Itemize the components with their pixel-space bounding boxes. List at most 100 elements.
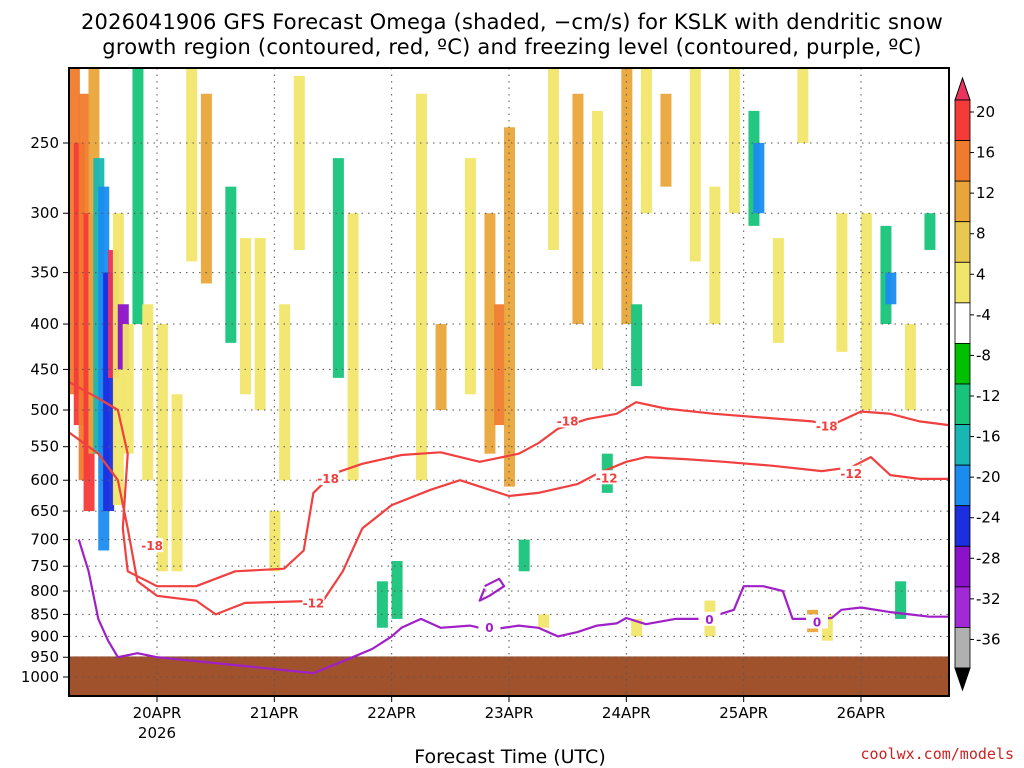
omega-cell (728, 68, 740, 214)
omega-cell (186, 68, 198, 262)
omega-cell (836, 213, 848, 352)
chart-title-line-1: 2026041906 GFS Forecast Omega (shaded, −… (80, 10, 944, 34)
omega-cell (548, 68, 559, 250)
colorbar-swatch (954, 383, 971, 425)
dgz-contour (69, 431, 949, 616)
colorbar-label: -20 (976, 468, 1001, 486)
freezing-level-contour-label-bg (806, 614, 828, 629)
x-tick-label: 23APR (485, 704, 534, 722)
colorbar-label: -32 (976, 590, 1001, 608)
x-tick-label: 20APR (133, 704, 182, 722)
x-tick-label: 25APR (719, 704, 768, 722)
omega-cell (240, 238, 251, 395)
site-credit: coolwx.com/models (860, 745, 1014, 763)
omega-cell (142, 304, 154, 481)
omega-cell (660, 93, 672, 187)
y-tick-label: 900 (30, 627, 59, 645)
omega-cell (347, 213, 359, 481)
omega-cell (464, 158, 476, 395)
y-tick-label: 750 (30, 557, 59, 575)
omega-cell (376, 581, 388, 628)
colorbar-label: 16 (976, 144, 995, 162)
omega-cell (631, 618, 643, 637)
y-tick-label: 950 (30, 648, 59, 666)
colorbar-label: -16 (976, 428, 1001, 446)
omega-cell (132, 68, 144, 325)
dgz-contour-label-bg (317, 470, 340, 485)
freezing-level-contour-label: 0 (705, 613, 713, 627)
colorbar-swatch (954, 302, 971, 344)
dgz-contour-label-bg (840, 465, 863, 480)
colorbar-swatch (954, 545, 971, 588)
omega-cell (293, 75, 305, 250)
omega-cell (279, 304, 291, 481)
omega-cell (416, 93, 427, 481)
x-axis-label: Forecast Time (UTC) (414, 746, 606, 768)
dgz-contour-label: -12 (303, 596, 325, 610)
freezing-level-contour-label: 0 (813, 615, 821, 629)
omega-cell (904, 324, 916, 410)
y-tick-label: 400 (30, 315, 59, 333)
chart-title-line-2: growth region (contoured, red, ºC) and f… (102, 35, 922, 59)
colorbar-label: -28 (976, 549, 1001, 567)
dgz-contour-label-bg (815, 418, 838, 433)
omega-cell (494, 304, 506, 426)
omega-cell (753, 143, 765, 214)
colorbar-swatch (954, 221, 971, 263)
y-tick-label: 250 (30, 134, 59, 152)
colorbar-label: 20 (976, 103, 995, 121)
omega-cell (332, 158, 344, 378)
y-tick-label: 600 (30, 471, 59, 489)
y-tick-label: 1000 (21, 668, 59, 686)
colorbar-bottom-arrow (954, 667, 971, 692)
omega-cell (631, 304, 643, 387)
omega-shading (69, 68, 936, 641)
y-tick-label: 850 (30, 605, 59, 623)
colorbar-swatch (954, 464, 971, 507)
omega-cell (484, 213, 496, 454)
omega-cell (689, 68, 701, 262)
omega-cell (797, 68, 809, 144)
colorbar-label: 12 (976, 184, 995, 202)
dgz-contour (69, 381, 949, 588)
colorbar-swatch (954, 140, 971, 182)
omega-cell (518, 539, 530, 572)
colorbar-label: -8 (976, 346, 991, 364)
omega-cell (225, 186, 237, 343)
x-tick-label: 21APR (250, 704, 299, 722)
colorbar-swatch (954, 627, 971, 669)
freezing-level-contour-label-bg (478, 619, 501, 634)
omega-cell (391, 561, 403, 619)
dgz-contour-label-bg (556, 413, 579, 428)
omega-cell (885, 272, 897, 305)
omega-cell (924, 213, 936, 250)
omega-cell (640, 68, 652, 214)
omega-cell (156, 324, 168, 572)
y-axis-ticks: 250 300 350 400 450 500 550 600 650 700 750 800 850 9… (21, 134, 69, 686)
y-tick-label: 450 (30, 360, 59, 378)
x-tick-label: 22APR (367, 704, 416, 722)
omega-cell (772, 238, 784, 343)
colorbar-swatch (954, 343, 971, 385)
omega-cell (171, 394, 183, 572)
dgz-contour-label-bg (141, 538, 164, 553)
colorbar-swatch (954, 261, 971, 304)
y-tick-label: 650 (30, 502, 59, 520)
omega-cell (572, 93, 584, 325)
colorbar-label: -12 (976, 387, 1001, 405)
omega-cell (122, 324, 134, 454)
omega-cell (269, 511, 281, 572)
contour-labels: -18 -18 -18 -18 -12 -12 -12 0 0 0 (141, 413, 863, 635)
y-tick-label: 700 (30, 531, 59, 549)
y-tick-label: 500 (30, 401, 59, 419)
colorbar-swatch (954, 99, 971, 141)
omega-cell (538, 614, 550, 628)
omega-cell (435, 324, 447, 410)
dgz-contour-label: -18 (317, 472, 339, 486)
dgz-contour-label: -12 (840, 467, 862, 481)
omega-cell (895, 581, 907, 619)
omega-cell (254, 238, 266, 410)
omega-cell (103, 272, 115, 512)
omega-cell (621, 68, 633, 325)
